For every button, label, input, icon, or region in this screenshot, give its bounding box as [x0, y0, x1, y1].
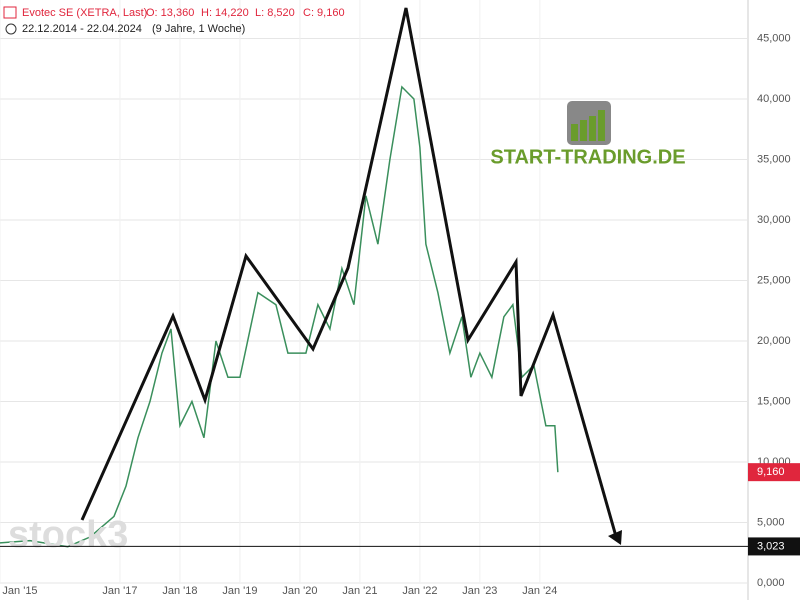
x-tick-label: Jan '21 — [342, 585, 377, 597]
logo-bar — [589, 116, 596, 141]
y-tick-label: 35,000 — [757, 153, 791, 165]
ohlc-high: H: 14,220 — [201, 7, 249, 19]
x-tick-label: Jan '22 — [402, 585, 437, 597]
y-tick-label: 5,000 — [757, 516, 785, 528]
y-tick-label: 30,000 — [757, 214, 791, 226]
last-price-badge — [748, 463, 800, 482]
y-tick-label: 15,000 — [757, 395, 791, 407]
y-tick-label: 0,000 — [757, 577, 785, 589]
header: Evotec SE (XETRA, Last) O: 13,360 H: 14,… — [3, 6, 345, 35]
clock-icon — [5, 23, 17, 35]
logo-bar — [571, 124, 578, 141]
y-tick-label: 40,000 — [757, 93, 791, 105]
brand-logo: stock3 — [8, 514, 128, 556]
pattern-drawing — [80, 7, 619, 541]
chart-title: Evotec SE (XETRA, Last) — [22, 7, 147, 19]
y-tick-label: 20,000 — [757, 335, 791, 347]
period: 22.12.2014 - 22.04.2024 — [22, 23, 142, 35]
x-tick-label: Jan '20 — [282, 585, 317, 597]
support-label: 3,023 — [757, 540, 785, 552]
chart-icon — [3, 6, 17, 19]
x-tick-label: Jan '24 — [522, 585, 557, 597]
period-note: (9 Jahre, 1 Woche) — [152, 23, 245, 35]
ohlc-low: L: 8,520 — [255, 7, 295, 19]
ohlc-close: C: 9,160 — [303, 7, 345, 19]
last-price-label: 9,160 — [757, 466, 785, 478]
x-tick-label: Jan '18 — [162, 585, 197, 597]
arrow-head — [608, 530, 622, 545]
support-badge — [748, 537, 800, 556]
x-tick-label: Jan '15 — [2, 585, 37, 597]
watermark: START-TRADING.DE — [490, 146, 685, 168]
logo-bar — [598, 110, 605, 141]
watermark-logo: START-TRADING.DE — [490, 101, 686, 168]
x-tick-label: Jan '17 — [102, 585, 137, 597]
y-tick-label: 25,000 — [757, 274, 791, 286]
y-tick-label: 45,000 — [757, 32, 791, 44]
ohlc-open: O: 13,360 — [146, 7, 194, 19]
logo-bar — [580, 120, 587, 141]
x-tick-label: Jan '23 — [462, 585, 497, 597]
x-tick-label: Jan '19 — [222, 585, 257, 597]
overlay: 3,023 9,160 — [0, 463, 800, 556]
